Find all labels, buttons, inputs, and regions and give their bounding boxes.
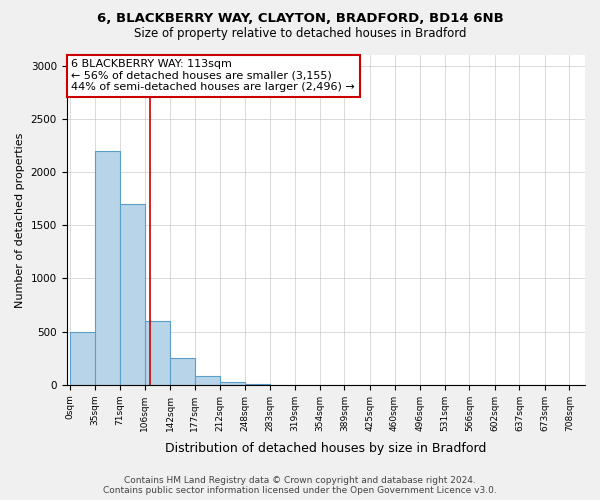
Y-axis label: Number of detached properties: Number of detached properties (15, 132, 25, 308)
Bar (170, 358, 195, 385)
Bar (245, 384, 269, 385)
X-axis label: Distribution of detached houses by size in Bradford: Distribution of detached houses by size … (165, 442, 487, 455)
Bar (70, 332, 95, 385)
Bar (195, 376, 220, 385)
Text: 6 BLACKBERRY WAY: 113sqm
← 56% of detached houses are smaller (3,155)
44% of sem: 6 BLACKBERRY WAY: 113sqm ← 56% of detach… (71, 60, 355, 92)
Bar (120, 204, 145, 385)
Bar (95, 150, 120, 385)
Text: Size of property relative to detached houses in Bradford: Size of property relative to detached ho… (134, 28, 466, 40)
Bar (220, 382, 245, 385)
Bar (145, 321, 170, 385)
Text: 6, BLACKBERRY WAY, CLAYTON, BRADFORD, BD14 6NB: 6, BLACKBERRY WAY, CLAYTON, BRADFORD, BD… (97, 12, 503, 26)
Text: Contains HM Land Registry data © Crown copyright and database right 2024.
Contai: Contains HM Land Registry data © Crown c… (103, 476, 497, 495)
